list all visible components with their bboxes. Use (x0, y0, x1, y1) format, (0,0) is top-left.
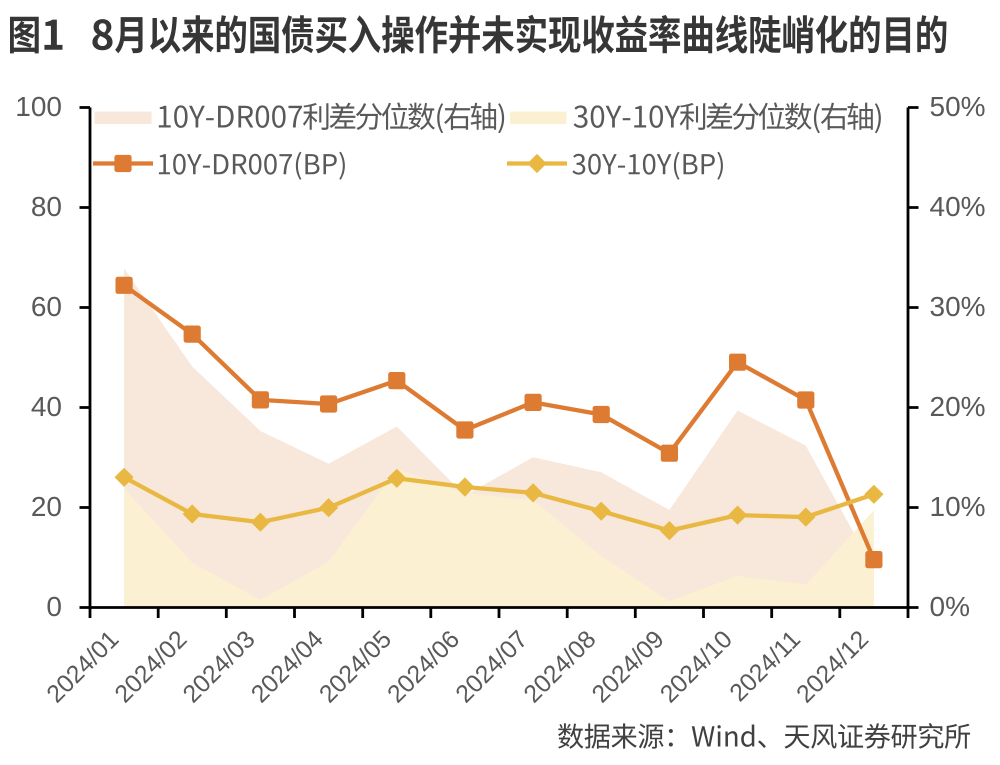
svg-text:0: 0 (46, 591, 62, 622)
svg-text:50%: 50% (930, 91, 986, 122)
svg-text:80: 80 (31, 191, 62, 222)
svg-text:20%: 20% (930, 391, 986, 422)
svg-text:40%: 40% (930, 191, 986, 222)
svg-text:10%: 10% (930, 491, 986, 522)
svg-text:20: 20 (31, 491, 62, 522)
svg-text:100: 100 (15, 91, 62, 122)
svg-text:40: 40 (31, 391, 62, 422)
svg-text:60: 60 (31, 291, 62, 322)
svg-text:30%: 30% (930, 291, 986, 322)
svg-text:0%: 0% (930, 591, 970, 622)
